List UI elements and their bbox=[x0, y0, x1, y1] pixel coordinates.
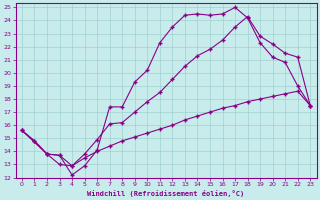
X-axis label: Windchill (Refroidissement éolien,°C): Windchill (Refroidissement éolien,°C) bbox=[87, 190, 245, 197]
